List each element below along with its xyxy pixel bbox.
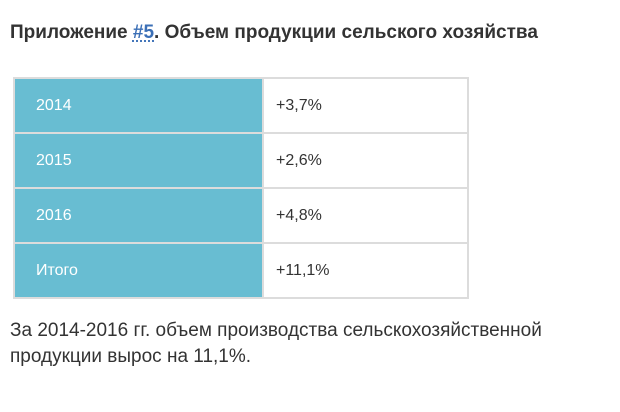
table-row: 2016 +4,8% [13, 187, 469, 244]
change-cell: +3,7% [263, 77, 469, 134]
production-table: 2014 +3,7% 2015 +2,6% 2016 +4,8% Итого +… [13, 77, 469, 299]
table-row-total: Итого +11,1% [13, 242, 469, 299]
change-cell: +2,6% [263, 132, 469, 189]
year-cell: 2016 [13, 187, 264, 244]
total-label-cell: Итого [13, 242, 264, 299]
heading-prefix: Приложение [10, 22, 133, 43]
total-change-cell: +11,1% [263, 242, 469, 299]
change-cell: +4,8% [263, 187, 469, 244]
heading-title: . Объем продукции сельского хозяйства [154, 22, 538, 43]
tag-link[interactable]: #5 [132, 22, 155, 43]
table-row: 2014 +3,7% [13, 77, 469, 134]
table-row: 2015 +2,6% [13, 132, 469, 189]
page-heading: Приложение #5. Объем продукции сельского… [10, 22, 538, 44]
conclusion-text: За 2014-2016 гг. объем производства сель… [10, 320, 542, 367]
year-cell: 2015 [13, 132, 264, 189]
year-cell: 2014 [13, 77, 264, 134]
